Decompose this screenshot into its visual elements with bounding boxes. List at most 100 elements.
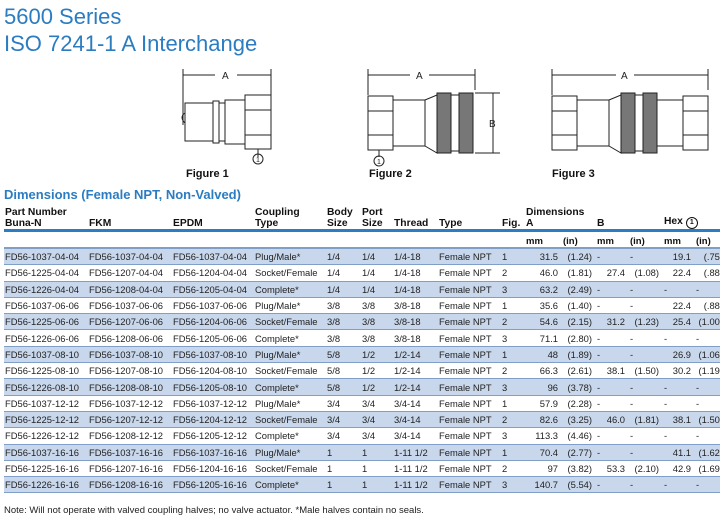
dim-b-label: B bbox=[489, 119, 496, 130]
cell-a-mm: 70.4 bbox=[525, 444, 562, 461]
cell-b-mm: - bbox=[596, 329, 629, 347]
cell-thread: 3/4-14 bbox=[393, 395, 438, 412]
cell-body-size: 1 bbox=[326, 444, 361, 461]
cell-body-size: 1/4 bbox=[326, 248, 361, 266]
cell-epdm: FD56-1205-12-12 bbox=[172, 427, 254, 445]
cell-a-mm: 97 bbox=[525, 460, 562, 478]
cell-type: Female NPT bbox=[438, 313, 501, 331]
cell-coupling-type: Socket/Female bbox=[254, 264, 326, 282]
col-dimension-b: B bbox=[596, 203, 663, 232]
cell-port-size: 1/4 bbox=[361, 264, 393, 282]
cell-b-in: - bbox=[629, 476, 663, 494]
cell-fkm: FD56-1208-12-12 bbox=[88, 427, 172, 445]
cell-type: Female NPT bbox=[438, 362, 501, 380]
cell-buna-n: FD56-1226-06-06 bbox=[4, 329, 88, 347]
cell-hex-in: (.75) bbox=[695, 248, 720, 266]
cell-b-mm: 31.2 bbox=[596, 313, 629, 331]
cell-coupling-type: Socket/Female bbox=[254, 313, 326, 331]
series-title: 5600 Series bbox=[4, 4, 122, 29]
cell-b-in: - bbox=[629, 444, 663, 461]
cell-type: Female NPT bbox=[438, 476, 501, 494]
cell-fkm: FD56-1207-04-04 bbox=[88, 264, 172, 282]
cell-coupling-type: Complete* bbox=[254, 378, 326, 396]
col-thread: Thread bbox=[393, 203, 438, 232]
cell-fkm: FD56-1037-06-06 bbox=[88, 297, 172, 315]
cell-body-size: 1 bbox=[326, 460, 361, 478]
cell-thread: 3/8-18 bbox=[393, 329, 438, 347]
cell-epdm: FD56-1037-04-04 bbox=[172, 248, 254, 266]
unit-hex-in: (in) bbox=[695, 230, 720, 249]
cell-hex-mm: - bbox=[663, 281, 695, 298]
cell-b-mm: 46.0 bbox=[596, 411, 629, 429]
cell-hex-mm: 38.1 bbox=[663, 411, 695, 429]
cell-b-mm: - bbox=[596, 297, 629, 315]
cell-hex-in: (1.50) bbox=[695, 411, 720, 429]
unit-a-in: (in) bbox=[562, 230, 596, 249]
cell-epdm: FD56-1204-08-10 bbox=[172, 362, 254, 380]
col-port-size: Port Size bbox=[361, 203, 393, 232]
cell-coupling-type: Plug/Male* bbox=[254, 395, 326, 412]
cell-coupling-type: Complete* bbox=[254, 281, 326, 298]
cell-fkm: FD56-1208-04-04 bbox=[88, 281, 172, 298]
cell-port-size: 1 bbox=[361, 444, 393, 461]
table-row: FD56-1226-08-10 FD56-1208-08-10 FD56-1205-… bbox=[4, 378, 720, 396]
cell-b-mm: - bbox=[596, 476, 629, 494]
cell-a-in: (1.40) bbox=[562, 297, 596, 315]
cell-a-mm: 63.2 bbox=[525, 281, 562, 298]
cell-b-in: - bbox=[629, 281, 663, 298]
cell-b-in: - bbox=[629, 346, 663, 364]
cell-b-in: (1.50) bbox=[629, 362, 663, 380]
table-row: FD56-1037-04-04 FD56-1037-04-04 FD56-1037-… bbox=[4, 248, 720, 266]
figure-3-label: Figure 3 bbox=[552, 168, 595, 180]
cell-fig: 1 bbox=[501, 297, 525, 315]
figure-3-drawing: A bbox=[551, 69, 709, 154]
unit-b-in: (in) bbox=[629, 230, 663, 249]
table-row: FD56-1225-04-04 FD56-1207-04-04 FD56-1204-… bbox=[4, 264, 720, 282]
cell-hex-in: (1.06) bbox=[695, 346, 720, 364]
cell-epdm: FD56-1037-16-16 bbox=[172, 444, 254, 461]
col-fig: Fig. bbox=[501, 203, 525, 232]
hex-callout: 1 bbox=[377, 159, 381, 166]
cell-a-mm: 35.6 bbox=[525, 297, 562, 315]
cell-b-in: - bbox=[629, 427, 663, 445]
cell-buna-n: FD56-1225-12-12 bbox=[4, 411, 88, 429]
cell-a-mm: 54.6 bbox=[525, 313, 562, 331]
cell-a-mm: 66.3 bbox=[525, 362, 562, 380]
cell-fig: 3 bbox=[501, 476, 525, 494]
table-row: FD56-1225-06-06 FD56-1207-06-06 FD56-1204-… bbox=[4, 313, 720, 331]
cell-b-in: - bbox=[629, 378, 663, 396]
cell-hex-in: (.88) bbox=[695, 264, 720, 282]
cell-fig: 1 bbox=[501, 248, 525, 266]
cell-hex-mm: 42.9 bbox=[663, 460, 695, 478]
footnote: Note: Will not operate with valved coupl… bbox=[4, 505, 424, 516]
cell-b-mm: - bbox=[596, 248, 629, 266]
cell-b-mm: - bbox=[596, 427, 629, 445]
cell-port-size: 1/2 bbox=[361, 346, 393, 364]
cell-hex-in: - bbox=[695, 395, 720, 412]
cell-thread: 1/2-14 bbox=[393, 362, 438, 380]
cell-thread: 3/4-14 bbox=[393, 427, 438, 445]
cell-fig: 2 bbox=[501, 411, 525, 429]
cell-body-size: 3/8 bbox=[326, 313, 361, 331]
cell-hex-in: - bbox=[695, 427, 720, 445]
cell-body-size: 3/4 bbox=[326, 427, 361, 445]
figure-2-label: Figure 2 bbox=[369, 168, 412, 180]
table-row: FD56-1226-16-16 FD56-1208-16-16 FD56-1205-… bbox=[4, 476, 720, 494]
cell-b-in: (1.08) bbox=[629, 264, 663, 282]
figure-1-drawing: A 1 bbox=[181, 69, 272, 165]
cell-epdm: FD56-1204-06-06 bbox=[172, 313, 254, 331]
cell-fkm: FD56-1208-08-10 bbox=[88, 378, 172, 396]
cell-fig: 1 bbox=[501, 395, 525, 412]
cell-b-mm: - bbox=[596, 346, 629, 364]
cell-b-in: - bbox=[629, 395, 663, 412]
cell-fig: 3 bbox=[501, 427, 525, 445]
cell-b-mm: - bbox=[596, 444, 629, 461]
cell-thread: 3/8-18 bbox=[393, 313, 438, 331]
cell-fig: 3 bbox=[501, 281, 525, 298]
cell-coupling-type: Complete* bbox=[254, 427, 326, 445]
header-row: Part Number Buna-N FKM EPDM Coupling Type … bbox=[4, 203, 720, 232]
cell-hex-mm: - bbox=[663, 427, 695, 445]
cell-coupling-type: Complete* bbox=[254, 329, 326, 347]
cell-a-in: (2.49) bbox=[562, 281, 596, 298]
cell-type: Female NPT bbox=[438, 264, 501, 282]
